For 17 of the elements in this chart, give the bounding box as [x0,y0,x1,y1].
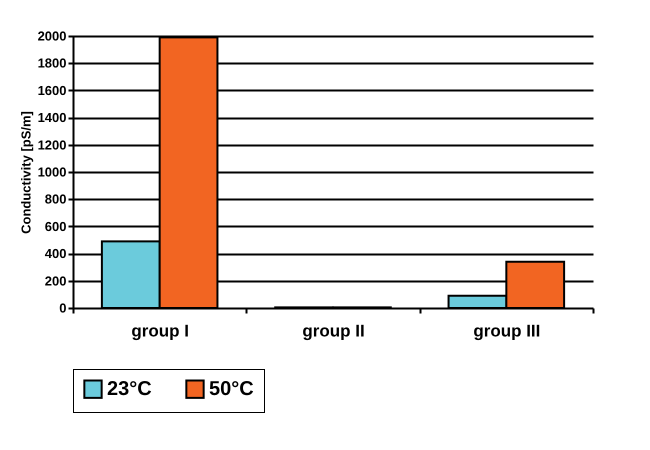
y-tick-label: 1400 [38,110,66,126]
legend-label: 50°C [209,378,254,400]
y-tick-label: 200 [44,273,66,288]
x-tick-label: group I [131,322,189,340]
y-tick-label: 1200 [38,137,66,152]
y-tick-label: 800 [44,192,66,207]
y-tick-label: 1800 [38,56,66,71]
y-tick-label: 1600 [38,82,66,98]
y-tick-label: 1000 [38,164,66,180]
y-tick-label: 600 [44,218,66,234]
legend-label: 23°C [107,378,152,400]
x-tick-label: group II [302,322,365,340]
y-tick-label: 400 [44,246,66,262]
y-axis-title: Conductivity [pS/m] [18,111,34,234]
x-tick-label: group III [473,322,540,340]
y-tick-label: 0 [59,300,66,316]
y-tick-label: 2000 [38,28,66,44]
